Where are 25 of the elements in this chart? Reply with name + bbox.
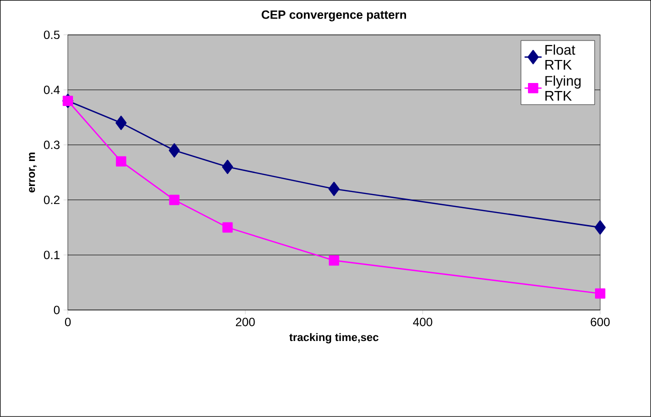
point (328, 255, 340, 266)
point (116, 116, 127, 130)
y-tick-label: 0.1 (44, 250, 60, 260)
x-tick-label: 600 (590, 318, 610, 326)
y-tick-label: 0.2 (44, 196, 60, 204)
x-tick-label: 0 (64, 318, 71, 326)
y-tick-label: 0.5 (44, 30, 60, 40)
x-tick-label: 400 (413, 318, 432, 326)
point (328, 182, 340, 196)
y-tick-label: 0.4 (44, 86, 60, 94)
legend-label: Flying RTK (545, 76, 581, 101)
point (116, 156, 126, 167)
x-axis-title: tracking time,sec (289, 333, 378, 344)
point (222, 222, 233, 233)
point (595, 288, 606, 299)
y-tick-label: 0 (54, 306, 60, 314)
point (594, 220, 606, 235)
x-tick-label: 200 (236, 318, 255, 326)
y-tick-label: 0.3 (44, 140, 60, 150)
y-axis-title: error, m (28, 152, 37, 192)
legend-label: Float RTK (545, 44, 576, 70)
point (168, 143, 180, 158)
point (222, 160, 234, 174)
chart-title: CEP convergence pattern (262, 10, 406, 22)
point (169, 194, 180, 206)
